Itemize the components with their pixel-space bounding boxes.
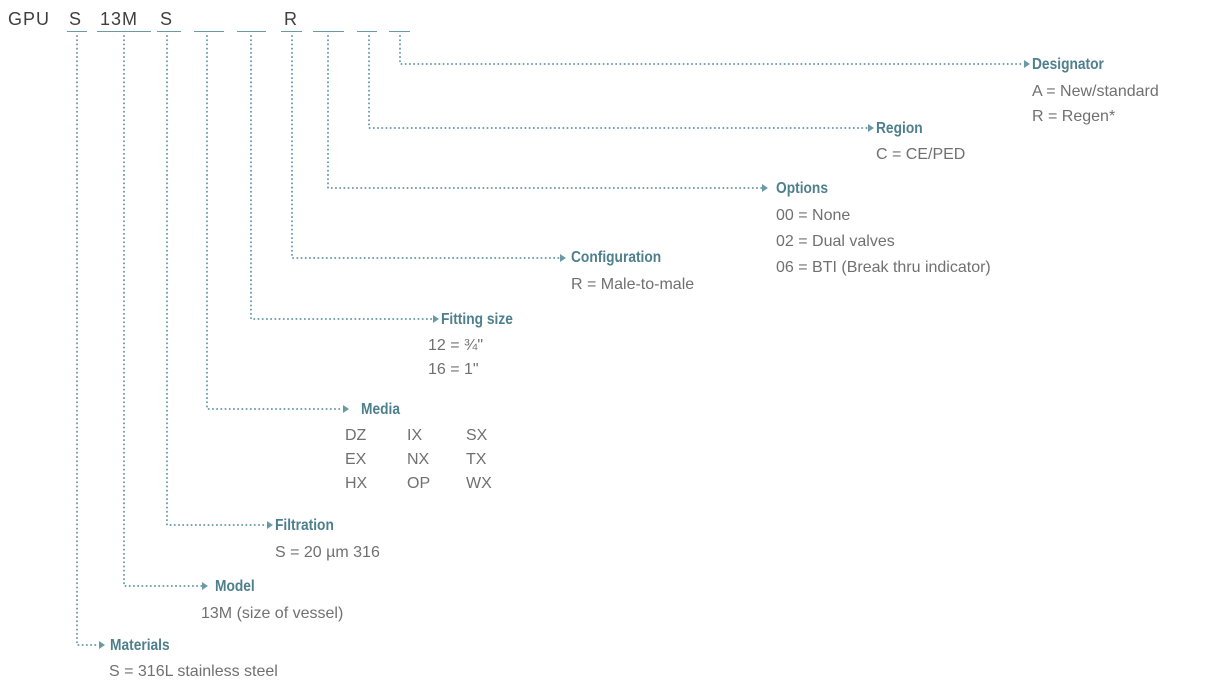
connector-configuration bbox=[291, 35, 561, 259]
code-filtration: S bbox=[160, 9, 174, 29]
designator-option: R = Regen* bbox=[1032, 108, 1116, 125]
designator-heading: Designator bbox=[1032, 56, 1104, 73]
designator-option: A = New/standard bbox=[1032, 83, 1159, 100]
arrow-options bbox=[762, 184, 768, 192]
connector-materials bbox=[76, 35, 100, 646]
region-heading: Region bbox=[876, 120, 923, 137]
configuration-heading: Configuration bbox=[571, 249, 662, 266]
connector-designator bbox=[399, 35, 1025, 65]
underline-materials bbox=[67, 31, 87, 32]
underline-configuration bbox=[281, 31, 302, 32]
materials-option: S = 316L stainless steel bbox=[109, 663, 278, 680]
media-code: DZ bbox=[345, 427, 367, 444]
connector-filtration bbox=[166, 35, 268, 526]
media-code: NX bbox=[407, 451, 430, 468]
connector-options bbox=[327, 35, 763, 189]
media-code: HX bbox=[345, 475, 368, 492]
underline-model bbox=[97, 31, 151, 32]
arrow-designator bbox=[1024, 60, 1030, 68]
media-code: TX bbox=[466, 451, 487, 468]
connector-media bbox=[206, 35, 344, 410]
underline-media bbox=[194, 31, 224, 32]
media-code: WX bbox=[466, 475, 492, 492]
options-option: 06 = BTI (Break thru indicator) bbox=[776, 259, 991, 276]
arrow-materials bbox=[99, 641, 105, 649]
model-heading: Model bbox=[215, 578, 255, 595]
media-code: IX bbox=[407, 427, 423, 444]
region-option: C = CE/PED bbox=[876, 146, 966, 163]
media-code: EX bbox=[345, 451, 367, 468]
arrow-filtration bbox=[267, 521, 273, 529]
underline-options bbox=[313, 31, 344, 32]
options-option: 00 = None bbox=[776, 207, 851, 224]
arrow-region bbox=[868, 124, 874, 132]
filtration-option: S = 20 µm 316 bbox=[275, 544, 380, 561]
fitting-size-option: 12 = ¾" bbox=[428, 337, 484, 354]
connector-region bbox=[368, 35, 869, 129]
underline-region bbox=[357, 31, 377, 32]
connector-fitting-size bbox=[250, 35, 434, 320]
fitting-size-option: 16 = 1" bbox=[428, 361, 479, 378]
fitting-size-heading: Fitting size bbox=[441, 311, 513, 328]
configuration-option: R = Male-to-male bbox=[571, 276, 695, 293]
underline-designator bbox=[389, 31, 410, 32]
materials-heading: Materials bbox=[110, 637, 170, 654]
filtration-heading: Filtration bbox=[275, 517, 334, 534]
model-option: 13M (size of vessel) bbox=[201, 605, 344, 622]
code-model: 13M bbox=[100, 9, 139, 29]
media-code: OP bbox=[407, 475, 431, 492]
arrow-model bbox=[202, 582, 208, 590]
underline-fitting-size bbox=[237, 31, 266, 32]
arrow-media bbox=[343, 405, 349, 413]
code-materials: S bbox=[69, 9, 83, 29]
arrow-fitting-size bbox=[433, 315, 439, 323]
media-code: SX bbox=[466, 427, 488, 444]
code-configuration: R bbox=[284, 9, 298, 29]
connector-model bbox=[123, 35, 203, 587]
options-heading: Options bbox=[776, 180, 828, 197]
media-heading: Media bbox=[361, 401, 400, 418]
underline-filtration bbox=[157, 31, 181, 32]
arrow-configuration bbox=[560, 254, 566, 262]
code-prefix: GPU bbox=[8, 9, 51, 29]
options-option: 02 = Dual valves bbox=[776, 233, 895, 250]
